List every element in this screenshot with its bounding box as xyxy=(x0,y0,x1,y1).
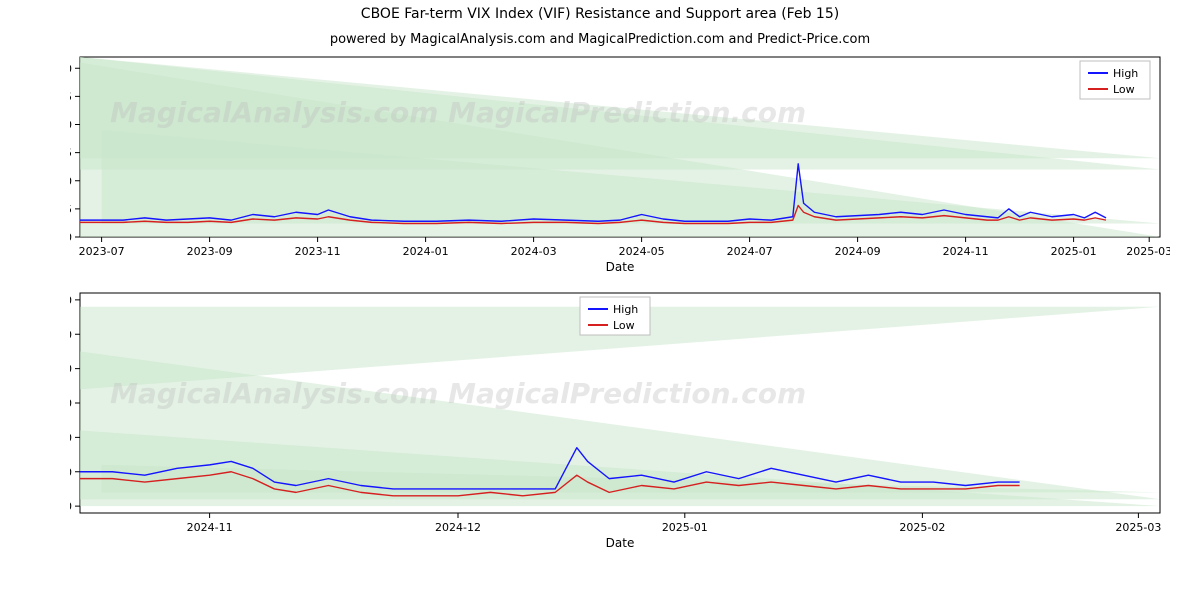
svg-text:2023-11: 2023-11 xyxy=(295,245,341,258)
svg-text:75: 75 xyxy=(70,147,72,160)
svg-text:70: 70 xyxy=(70,294,72,307)
svg-text:0: 0 xyxy=(70,231,72,244)
svg-text:Low: Low xyxy=(613,319,635,332)
svg-text:2023-09: 2023-09 xyxy=(187,245,233,258)
svg-text:2024-11: 2024-11 xyxy=(187,521,233,534)
svg-text:125: 125 xyxy=(70,90,72,103)
bottom-chart-container: MagicalAnalysis.com MagicalPrediction.co… xyxy=(70,287,1170,567)
svg-text:20: 20 xyxy=(70,466,72,479)
svg-text:2024-01: 2024-01 xyxy=(403,245,449,258)
svg-text:2024-12: 2024-12 xyxy=(435,521,481,534)
svg-text:30: 30 xyxy=(70,431,72,444)
svg-text:50: 50 xyxy=(70,175,72,188)
svg-text:2024-11: 2024-11 xyxy=(943,245,989,258)
svg-text:25: 25 xyxy=(70,203,72,216)
svg-text:2025-01: 2025-01 xyxy=(662,521,708,534)
chart-title: CBOE Far-term VIX Index (VIF) Resistance… xyxy=(0,0,1200,22)
svg-text:2024-05: 2024-05 xyxy=(619,245,665,258)
svg-text:2024-03: 2024-03 xyxy=(511,245,557,258)
svg-text:High: High xyxy=(1113,67,1138,80)
svg-text:150: 150 xyxy=(70,62,72,75)
svg-text:2025-02: 2025-02 xyxy=(899,521,945,534)
bottom-chart-svg: 10203040506070Price2024-112024-122025-01… xyxy=(70,287,1170,567)
svg-text:10: 10 xyxy=(70,500,72,513)
svg-text:Date: Date xyxy=(606,260,635,274)
svg-text:60: 60 xyxy=(70,328,72,341)
svg-text:2025-03: 2025-03 xyxy=(1115,521,1161,534)
svg-text:Date: Date xyxy=(606,536,635,550)
svg-text:2025-01: 2025-01 xyxy=(1051,245,1097,258)
chart-subtitle: powered by MagicalAnalysis.com and Magic… xyxy=(0,22,1200,47)
page-root: CBOE Far-term VIX Index (VIF) Resistance… xyxy=(0,0,1200,600)
svg-text:Low: Low xyxy=(1113,83,1135,96)
svg-text:2024-09: 2024-09 xyxy=(835,245,881,258)
top-chart-container: MagicalAnalysis.com MagicalPrediction.co… xyxy=(70,51,1170,281)
svg-text:2024-07: 2024-07 xyxy=(727,245,773,258)
svg-text:100: 100 xyxy=(70,119,72,132)
svg-text:2023-07: 2023-07 xyxy=(79,245,125,258)
svg-text:2025-03: 2025-03 xyxy=(1126,245,1170,258)
top-chart-svg: 0255075100125150Price2023-072023-092023-… xyxy=(70,51,1170,281)
svg-text:40: 40 xyxy=(70,397,72,410)
svg-text:50: 50 xyxy=(70,363,72,376)
svg-text:High: High xyxy=(613,303,638,316)
